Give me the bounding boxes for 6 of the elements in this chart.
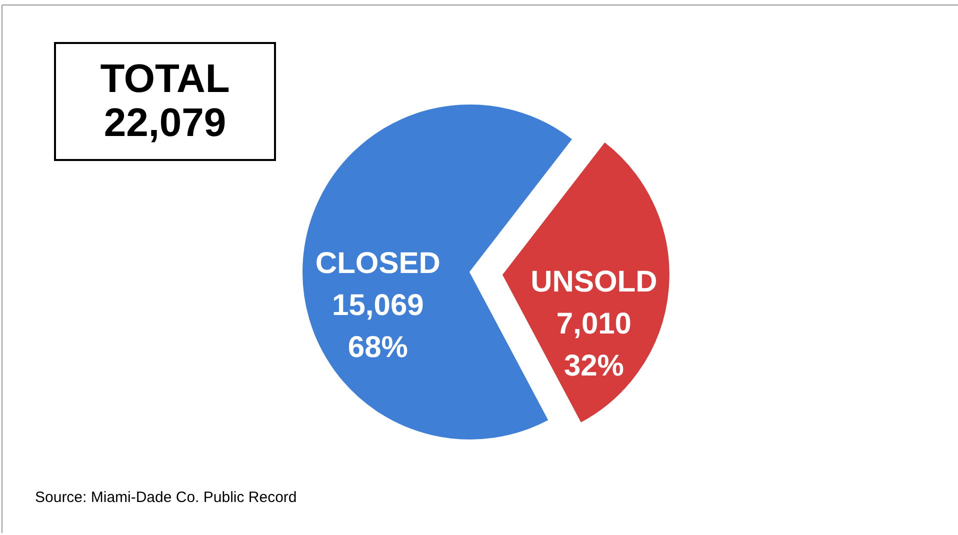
slice-label: UNSOLD bbox=[530, 266, 658, 299]
slice-label: CLOSED bbox=[315, 247, 440, 280]
data-label: 15,069 68% bbox=[332, 289, 424, 364]
source-note: Source: Miami-Dade Co. Public Record bbox=[35, 489, 297, 506]
data-label: 7,010 32% bbox=[556, 308, 632, 383]
text: TOTAL 22,079 bbox=[100, 57, 230, 145]
